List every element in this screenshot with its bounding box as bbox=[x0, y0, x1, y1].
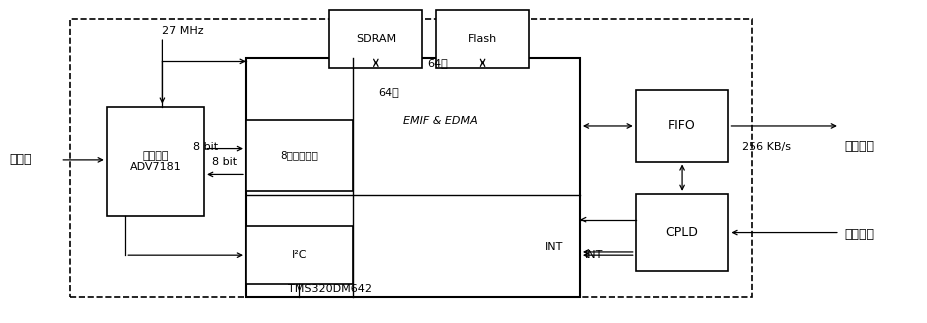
Bar bbox=[246, 58, 579, 297]
Text: 64位: 64位 bbox=[426, 58, 447, 68]
Text: INT: INT bbox=[544, 242, 563, 252]
Text: Flash: Flash bbox=[467, 34, 497, 44]
Bar bbox=[107, 107, 204, 216]
Text: 27 MHz: 27 MHz bbox=[162, 26, 204, 36]
Text: 8位视频端口: 8位视频端口 bbox=[280, 150, 318, 160]
Text: TMS320DM642: TMS320DM642 bbox=[287, 284, 372, 294]
Bar bbox=[246, 226, 352, 284]
Text: INT: INT bbox=[584, 250, 603, 260]
Text: 视频采集
ADV7181: 视频采集 ADV7181 bbox=[130, 151, 181, 172]
Text: I²C: I²C bbox=[291, 250, 307, 260]
Text: 8 bit: 8 bit bbox=[212, 157, 237, 166]
Text: 摄像头: 摄像头 bbox=[9, 153, 32, 166]
Text: CPLD: CPLD bbox=[665, 226, 698, 239]
Text: 控制命令: 控制命令 bbox=[844, 228, 873, 241]
Bar bbox=[436, 10, 528, 68]
Text: SDRAM: SDRAM bbox=[355, 34, 396, 44]
Bar bbox=[329, 10, 422, 68]
Bar bbox=[70, 19, 751, 297]
Text: 基带码流: 基带码流 bbox=[844, 141, 873, 153]
Bar bbox=[246, 120, 352, 191]
Text: 8 bit: 8 bit bbox=[193, 142, 219, 152]
Text: 64位: 64位 bbox=[378, 87, 399, 97]
Bar bbox=[635, 90, 728, 162]
Text: FIFO: FIFO bbox=[667, 120, 695, 132]
Bar bbox=[635, 194, 728, 271]
Text: 256 KB/s: 256 KB/s bbox=[742, 142, 791, 152]
Text: EMIF & EDMA: EMIF & EDMA bbox=[403, 116, 477, 126]
